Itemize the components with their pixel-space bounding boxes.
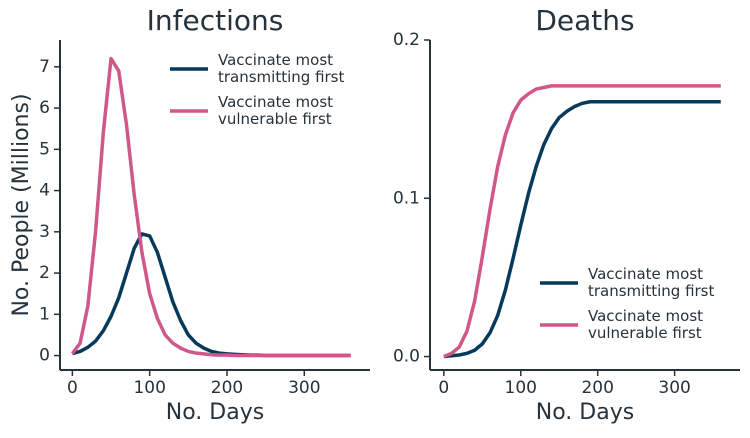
y-tick-label: 2 (39, 263, 50, 283)
x-tick-label: 0 (438, 378, 449, 398)
x-tick-label: 100 (505, 378, 537, 398)
y-tick-label: 0.2 (393, 30, 420, 50)
x-axis-label: No. Days (166, 400, 264, 425)
legend-entry: Vaccinate most vulnerable first (588, 308, 704, 342)
chart-title: Infections (147, 4, 284, 37)
y-tick-label: 6 (39, 98, 50, 118)
x-tick-label: 200 (581, 378, 613, 398)
legend-entry: Vaccinate most transmitting first (218, 52, 345, 86)
line-series (70, 56, 351, 358)
x-tick-label: 300 (658, 378, 690, 398)
x-tick-label: 200 (211, 378, 243, 398)
y-tick-label: 0.1 (393, 188, 420, 208)
legend-label: Vaccinate most transmitting first (588, 266, 715, 300)
y-tick-label: 0 (39, 346, 50, 366)
legend-entry: Vaccinate most vulnerable first (218, 94, 334, 128)
y-tick-label: 0.0 (393, 347, 420, 367)
line-series (443, 99, 721, 359)
x-tick-label: 0 (67, 378, 78, 398)
x-tick-label: 300 (288, 378, 320, 398)
legend-label: Vaccinate most transmitting first (218, 52, 345, 86)
legend-entry: Vaccinate most transmitting first (588, 266, 715, 300)
y-axis-label: No. People (Millions) (9, 93, 34, 316)
line-series (71, 232, 351, 358)
x-axis-label: No. Days (536, 400, 634, 425)
y-tick-label: 7 (39, 57, 50, 77)
line-series (443, 84, 721, 359)
legend-label: Vaccinate most vulnerable first (588, 308, 704, 342)
x-tick-label: 100 (133, 378, 165, 398)
y-tick-label: 4 (39, 181, 50, 201)
legend-label: Vaccinate most vulnerable first (218, 94, 334, 128)
y-tick-label: 3 (39, 222, 50, 242)
y-tick-label: 1 (39, 304, 50, 324)
y-tick-label: 5 (39, 139, 50, 159)
chart-title: Deaths (535, 4, 634, 37)
